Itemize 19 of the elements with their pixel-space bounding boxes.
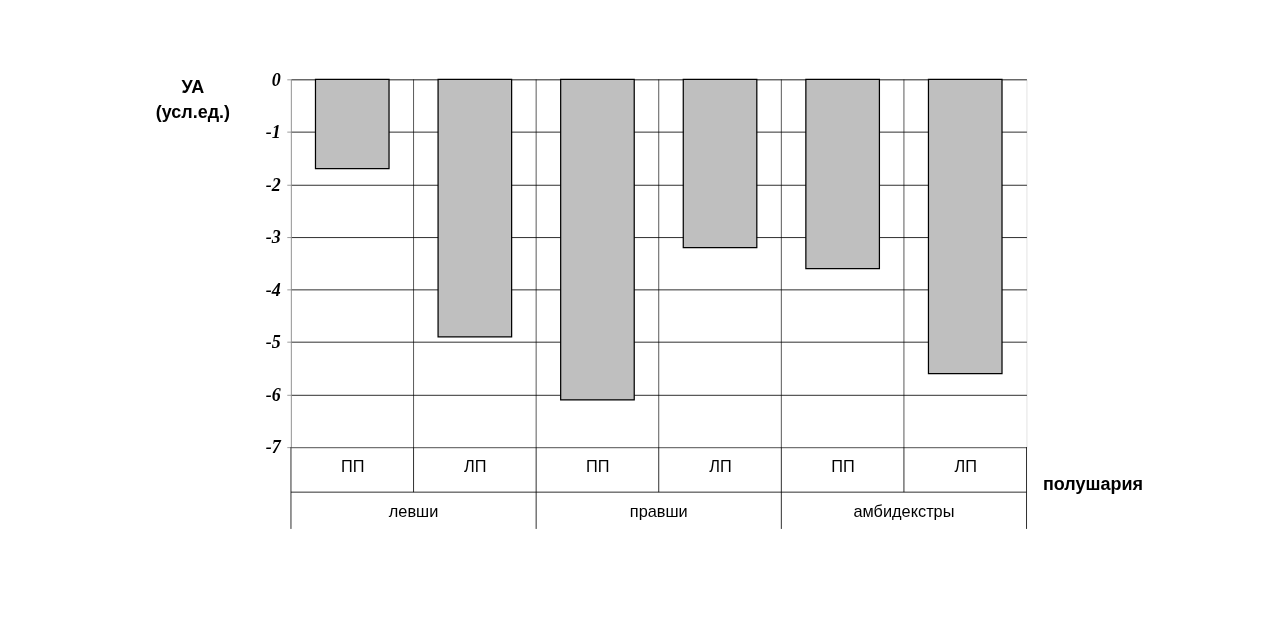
y-tick-label: -5 bbox=[265, 332, 281, 353]
x-tick-label: ПП bbox=[340, 457, 365, 476]
x-tick-label: ЛП bbox=[709, 457, 732, 476]
text: левши bbox=[388, 502, 439, 521]
y-tick-label: -7 bbox=[265, 437, 282, 458]
y-tick-label: -2 bbox=[265, 174, 281, 195]
y-tick-label: -4 bbox=[265, 279, 281, 300]
x-axis-title: полушария bbox=[1042, 473, 1143, 494]
x-tick-label: ПП bbox=[586, 457, 610, 476]
y-tick-label: -6 bbox=[265, 384, 281, 405]
y-tick-label: 0 bbox=[271, 69, 281, 90]
x-tick-label: ЛП bbox=[464, 457, 487, 476]
y-tick-label: -1 bbox=[265, 122, 281, 143]
y-tick-label: -3 bbox=[265, 227, 281, 248]
x-tick-label: ПП bbox=[831, 457, 855, 476]
y-axis-title: УА (усл.ед.) bbox=[155, 77, 231, 122]
x-tick-label: ЛП bbox=[954, 457, 977, 476]
text: амбидекстры bbox=[853, 502, 955, 521]
text: правши bbox=[629, 502, 688, 521]
